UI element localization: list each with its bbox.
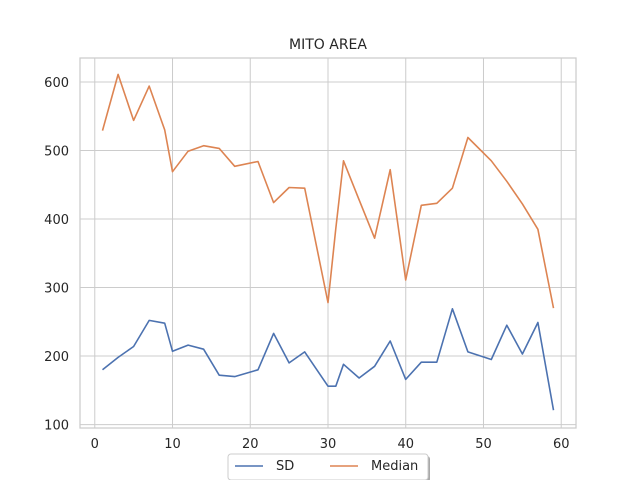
x-tick-label: 40 <box>397 437 414 452</box>
x-axis-ticks: 0 10 20 30 40 50 60 <box>91 437 570 452</box>
y-tick-label: 400 <box>44 213 69 228</box>
y-tick-label: 100 <box>44 419 69 434</box>
grid <box>80 58 576 428</box>
series-layer <box>101 73 555 411</box>
y-tick-label: 500 <box>44 145 69 160</box>
x-tick-label: 0 <box>91 437 99 452</box>
x-tick-label: 60 <box>553 437 570 452</box>
legend: SD Median <box>227 453 430 480</box>
x-tick-label: 20 <box>242 437 259 452</box>
plot-frame <box>79 57 577 429</box>
legend-label-sd: SD <box>276 459 294 474</box>
y-tick-label: 200 <box>44 350 69 365</box>
legend-box <box>227 453 429 480</box>
legend-label-median: Median <box>371 459 418 474</box>
y-tick-label: 300 <box>44 282 69 297</box>
x-tick-label: 50 <box>475 437 492 452</box>
series-line-sd <box>102 307 555 411</box>
chart-title: MITO AREA <box>289 37 367 53</box>
y-tick-label: 600 <box>44 76 69 91</box>
series-line-median <box>101 73 555 309</box>
y-axis-ticks: 100 200 300 400 500 600 <box>44 76 69 434</box>
x-tick-label: 30 <box>320 437 337 452</box>
x-tick-label: 10 <box>164 437 181 452</box>
